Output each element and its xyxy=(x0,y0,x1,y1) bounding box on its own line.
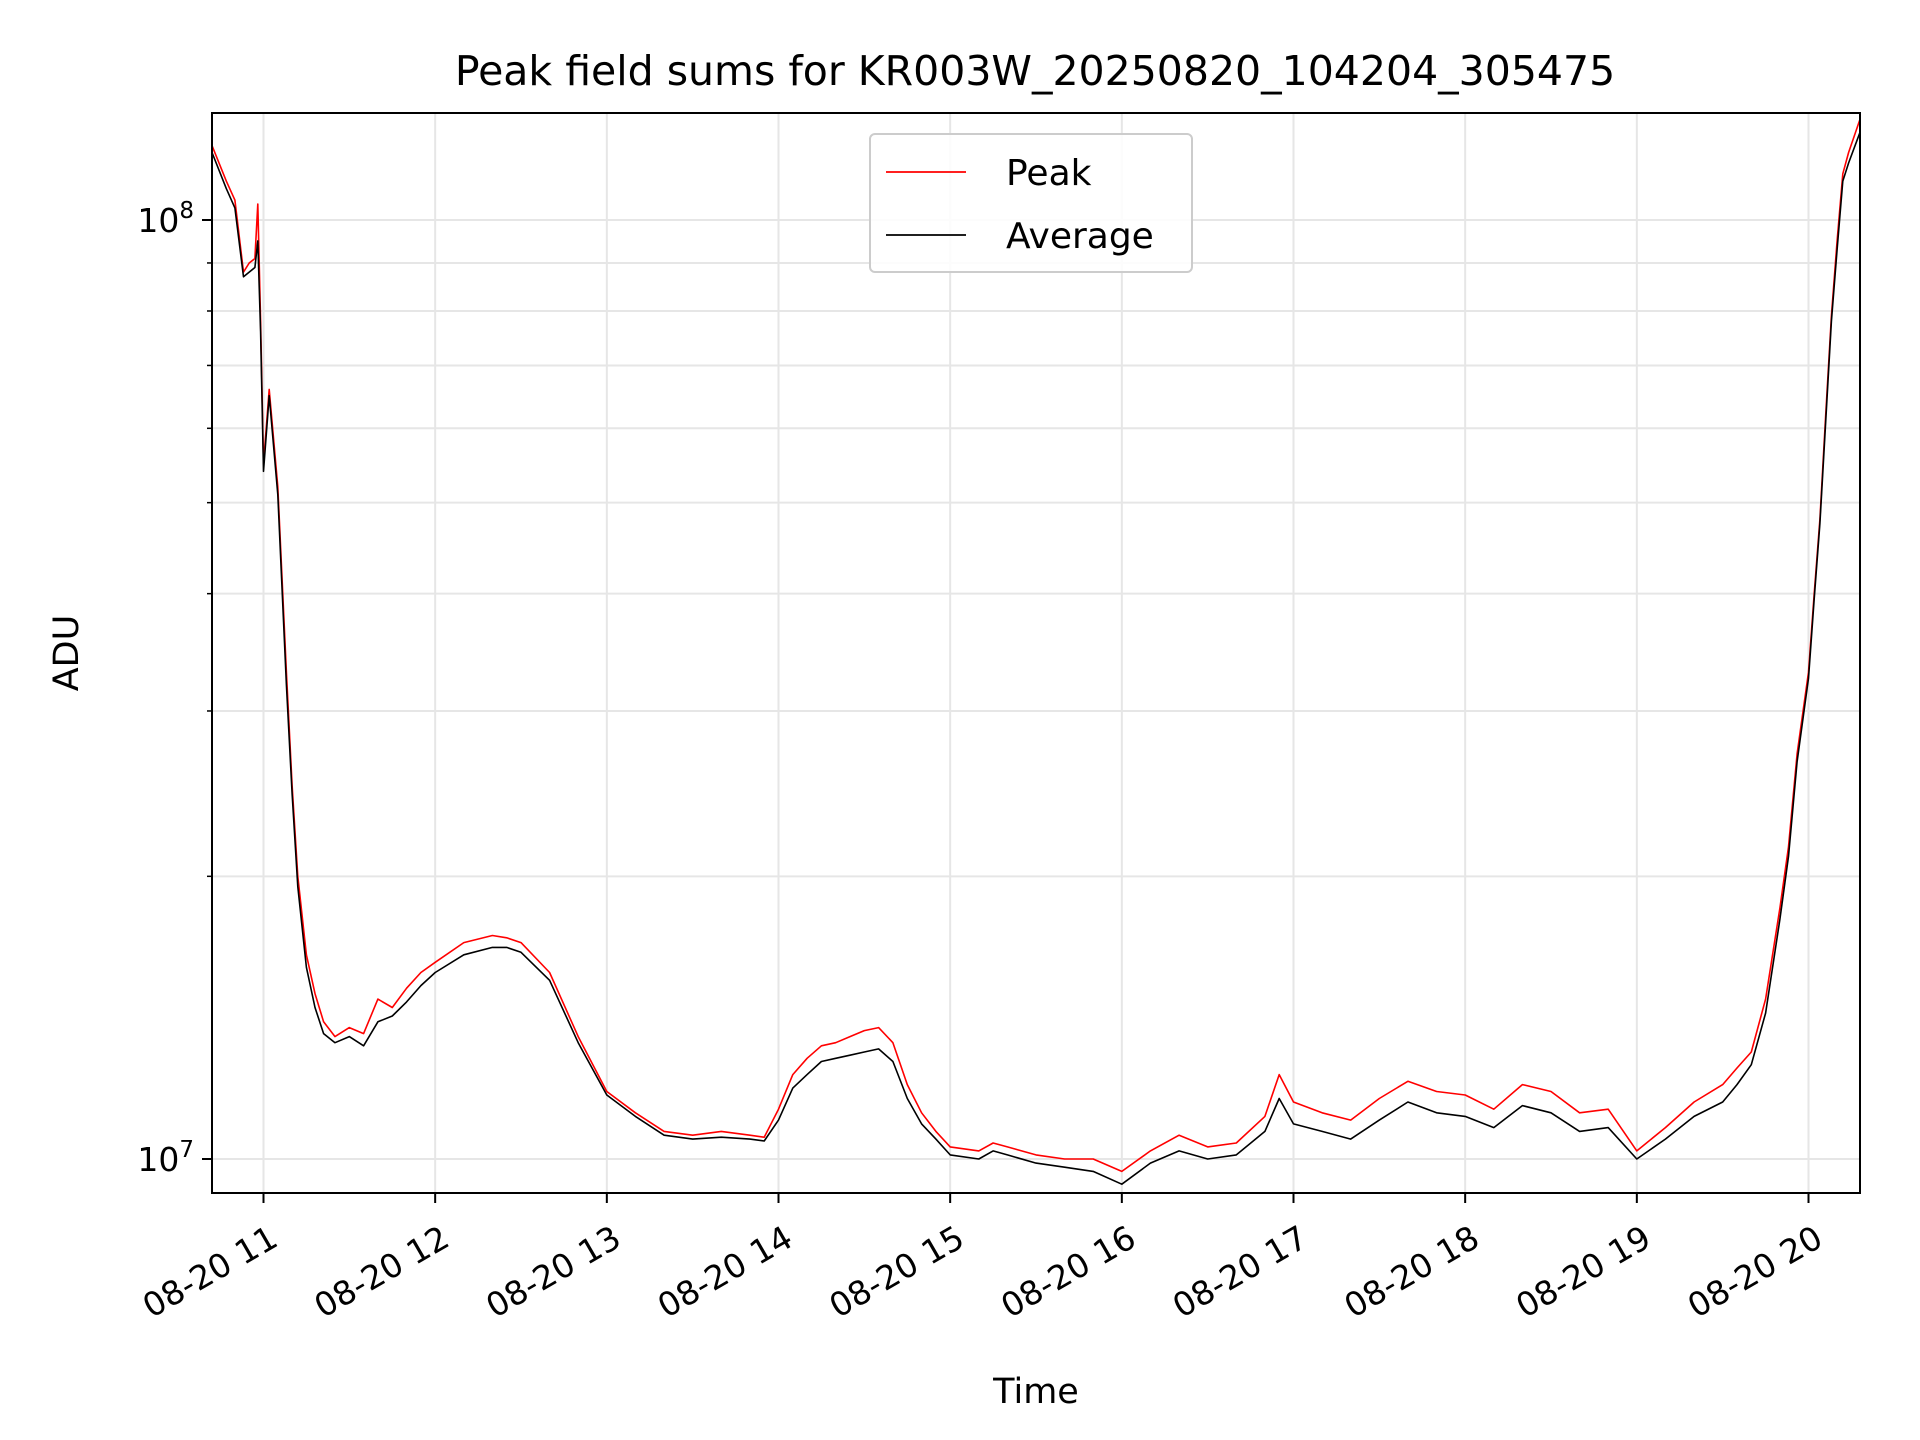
y-axis: 107 108 xyxy=(137,198,212,1179)
series-layer xyxy=(211,119,1861,1185)
chart-title: Peak field sums for KR003W_20250820_1042… xyxy=(455,47,1615,95)
grid xyxy=(212,113,1860,1193)
y-tick-label: 107 xyxy=(137,1137,194,1179)
y-tick-label: 108 xyxy=(137,198,194,240)
series-line-peak xyxy=(211,119,1861,1173)
x-axis-title: Time xyxy=(992,1372,1079,1412)
legend-box xyxy=(869,133,1193,273)
plot-frame xyxy=(211,112,1861,1194)
legend-label-average: Average xyxy=(1006,216,1154,257)
legend: Peak Average xyxy=(869,133,1193,273)
y-axis-title: ADU xyxy=(47,615,87,692)
series-line-average xyxy=(211,132,1861,1185)
legend-label-peak: Peak xyxy=(1006,153,1092,194)
